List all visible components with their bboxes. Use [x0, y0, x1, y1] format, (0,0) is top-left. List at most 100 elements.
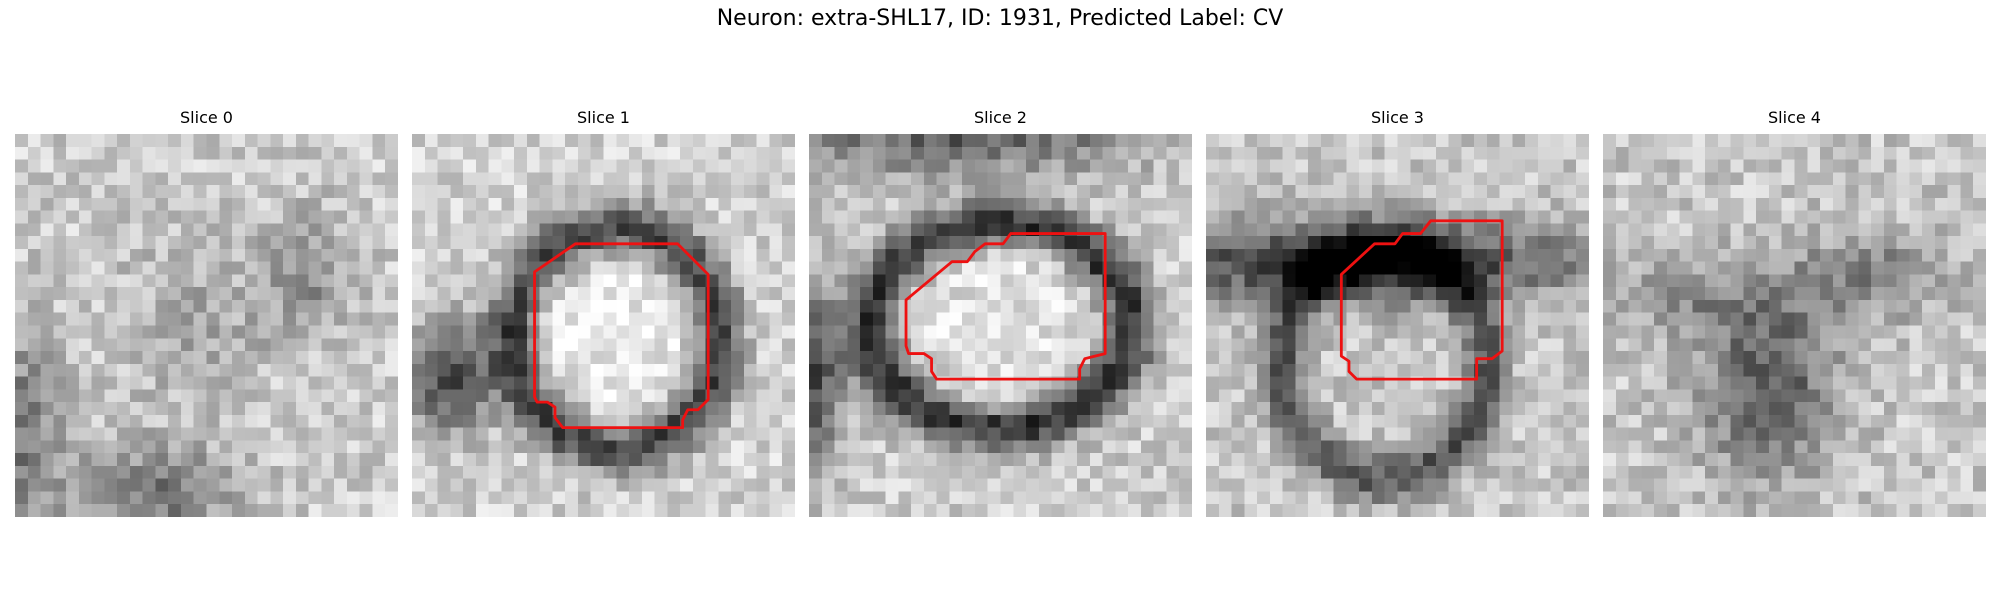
image-pixel — [1115, 299, 1129, 313]
image-pixel — [1128, 376, 1142, 390]
image-pixel — [385, 389, 398, 403]
image-pixel — [1705, 402, 1719, 416]
image-pixel — [1781, 236, 1795, 250]
image-pixel — [911, 223, 925, 237]
image-pixel — [680, 440, 694, 454]
image-pixel — [680, 248, 694, 262]
image-pixel — [962, 389, 976, 403]
image-pixel — [769, 299, 783, 313]
image-pixel — [53, 248, 67, 262]
image-pixel — [1603, 338, 1617, 352]
image-pixel — [283, 236, 297, 250]
image-pixel — [308, 453, 322, 467]
image-pixel — [1397, 389, 1411, 403]
image-pixel — [1871, 146, 1885, 160]
image-pixel — [974, 172, 988, 186]
image-pixel — [1871, 478, 1885, 492]
image-pixel — [1206, 491, 1220, 505]
image-pixel — [1499, 172, 1513, 186]
image-pixel — [1179, 491, 1192, 505]
image-pixel — [1512, 299, 1526, 313]
image-pixel — [1333, 376, 1347, 390]
image-pixel — [1883, 210, 1897, 224]
image-pixel — [129, 287, 143, 301]
image-pixel — [1768, 504, 1782, 517]
image-pixel — [847, 440, 861, 454]
image-pixel — [475, 440, 489, 454]
image-pixel — [718, 478, 732, 492]
image-pixel — [385, 185, 398, 199]
image-pixel — [1474, 236, 1488, 250]
image-pixel — [514, 414, 528, 428]
image-pixel — [936, 389, 950, 403]
image-pixel — [1641, 376, 1655, 390]
image-pixel — [155, 261, 169, 275]
image-pixel — [1231, 414, 1245, 428]
image-pixel — [616, 351, 630, 365]
image-pixel — [911, 236, 925, 250]
image-pixel — [1781, 465, 1795, 479]
image-pixel — [283, 402, 297, 416]
image-pixel — [1179, 389, 1192, 403]
image-pixel — [962, 287, 976, 301]
image-pixel — [1768, 325, 1782, 339]
image-pixel — [334, 172, 348, 186]
image-pixel — [1026, 363, 1040, 377]
image-pixel — [168, 236, 182, 250]
image-pixel — [488, 146, 502, 160]
image-pixel — [1448, 351, 1462, 365]
image-pixel — [1282, 185, 1296, 199]
image-pixel — [769, 287, 783, 301]
image-pixel — [1525, 440, 1539, 454]
image-pixel — [1384, 299, 1398, 313]
image-pixel — [40, 197, 54, 211]
image-pixel — [219, 504, 233, 517]
image-pixel — [987, 159, 1001, 173]
image-pixel — [1794, 325, 1808, 339]
segmentation-contour — [904, 232, 1107, 381]
image-pixel — [1781, 376, 1795, 390]
image-pixel — [1960, 363, 1974, 377]
image-pixel — [1768, 274, 1782, 288]
image-pixel — [295, 478, 309, 492]
image-pixel — [898, 210, 912, 224]
image-pixel — [1295, 172, 1309, 186]
image-pixel — [743, 248, 757, 262]
image-pixel — [1576, 146, 1589, 160]
image-pixel — [1641, 504, 1655, 517]
image-pixel — [1448, 287, 1462, 301]
image-pixel — [295, 376, 309, 390]
image-pixel — [1628, 185, 1642, 199]
image-pixel — [321, 376, 335, 390]
image-pixel — [1013, 312, 1027, 326]
image-pixel — [949, 210, 963, 224]
image-pixel — [1756, 274, 1770, 288]
image-pixel — [1064, 427, 1078, 441]
image-pixel — [1486, 197, 1500, 211]
image-pixel — [1064, 504, 1078, 517]
image-pixel — [526, 223, 540, 237]
image-pixel — [257, 287, 271, 301]
image-pixel — [463, 363, 477, 377]
image-pixel — [692, 210, 706, 224]
image-pixel — [616, 185, 630, 199]
image-pixel — [743, 325, 757, 339]
image-pixel — [1537, 453, 1551, 467]
image-pixel — [731, 287, 745, 301]
image-pixel — [1628, 210, 1642, 224]
image-pixel — [129, 134, 143, 148]
image-pixel — [334, 402, 348, 416]
image-pixel — [539, 146, 553, 160]
image-pixel — [180, 440, 194, 454]
image-pixel — [987, 287, 1001, 301]
image-pixel — [1051, 478, 1065, 492]
image-pixel — [219, 197, 233, 211]
image-pixel — [219, 236, 233, 250]
image-pixel — [1051, 185, 1065, 199]
image-pixel — [1603, 491, 1617, 505]
image-pixel — [78, 172, 92, 186]
image-pixel — [1768, 414, 1782, 428]
image-pixel — [1666, 261, 1680, 275]
image-pixel — [1603, 197, 1617, 211]
image-pixel — [1576, 287, 1589, 301]
